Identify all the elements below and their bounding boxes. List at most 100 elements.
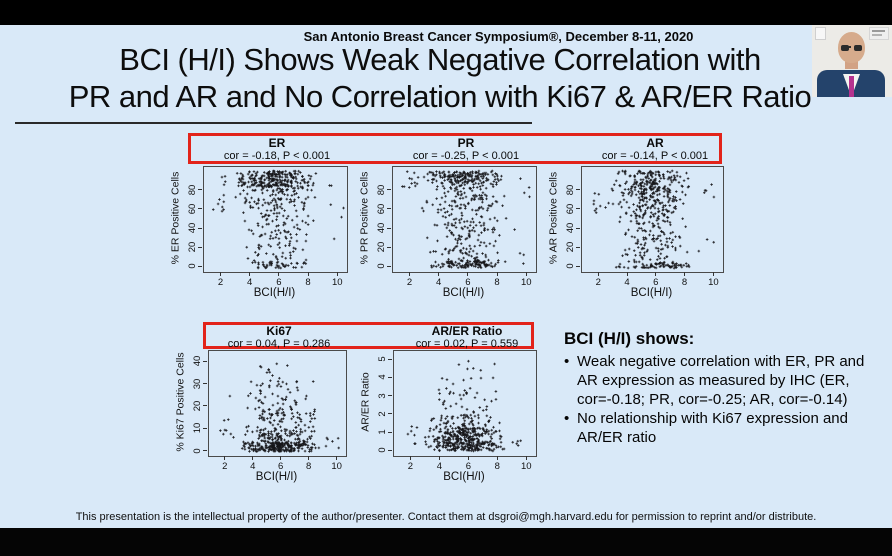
scatter-canvas-ar: [581, 166, 724, 273]
axis-tick-label: 2: [406, 277, 413, 288]
axis-tick-mark: [280, 456, 282, 460]
axis-tick-mark: [388, 376, 392, 378]
scatter-canvas-er: [203, 166, 348, 273]
axis-tick-mark: [438, 272, 440, 276]
panel-title-ki67: Ki67 cor = 0.04, P = 0.286: [199, 324, 359, 351]
plot-title: PR: [457, 136, 475, 150]
axis-tick-mark: [203, 383, 207, 384]
summary-bullet-1: • Weak negative correlation with ER, PR …: [564, 352, 886, 409]
axis-tick-mark: [597, 272, 599, 276]
axis-tick-mark: [308, 456, 310, 460]
axis-tick-label: 6: [276, 277, 282, 288]
axis-tick-mark: [387, 189, 391, 191]
axis-tick-mark: [307, 272, 309, 276]
x-axis-label: BCI(H/I): [442, 287, 485, 299]
axis-tick-label: 10: [520, 277, 532, 288]
axis-tick-label: 4: [247, 277, 253, 288]
axis-tick-mark: [576, 246, 580, 248]
axis-tick-label: 2: [407, 461, 414, 472]
presenter-tie: [849, 76, 854, 97]
axis-tick-mark: [467, 272, 469, 276]
axis-tick-mark: [203, 405, 207, 407]
plot-title: AR/ER Ratio: [431, 324, 503, 338]
axis-tick-label: 6: [465, 461, 471, 472]
panel-title-arer: AR/ER Ratio cor = 0.02, P = 0.559: [387, 324, 547, 351]
axis-tick-label: 10: [331, 461, 342, 472]
y-axis-label: % AR Positive Cells: [547, 171, 560, 265]
axis-tick-label: 20: [192, 400, 203, 412]
axis-tick-label: 10: [331, 277, 343, 288]
plot-stats: cor = -0.25, P < 0.001: [412, 150, 520, 162]
axis-tick-label: 0: [192, 447, 203, 454]
presenter-neck: [845, 59, 858, 69]
axis-tick-mark: [409, 272, 410, 276]
axis-tick-mark: [467, 456, 469, 460]
summary-bullet-text: No relationship with Ki67 expression and…: [577, 410, 848, 446]
axis-tick-mark: [387, 246, 391, 248]
axis-tick-mark: [525, 456, 527, 460]
axis-tick-mark: [525, 272, 527, 276]
axis-tick-mark: [252, 456, 254, 460]
axis-tick-mark: [203, 427, 207, 429]
axis-tick-label: 2: [595, 277, 601, 288]
axis-tick-label: 6: [465, 277, 471, 288]
axis-tick-mark: [388, 431, 392, 433]
axis-tick-mark: [388, 413, 392, 415]
axis-tick-mark: [198, 208, 202, 210]
y-axis-label: % Ki67 Positive Cells: [174, 352, 187, 452]
axis-tick-mark: [496, 272, 498, 276]
summary-bullet-2: • No relationship with Ki67 expression a…: [564, 409, 886, 447]
axis-tick-mark: [388, 358, 392, 360]
glasses-bridge: [846, 46, 851, 48]
summary-heading: BCI (H/I) shows:: [564, 329, 695, 348]
presenter-face: [838, 32, 865, 63]
axis-tick-mark: [198, 246, 202, 248]
plot-stats: cor = 0.04, P = 0.286: [227, 338, 331, 350]
bullet-icon: •: [564, 410, 570, 427]
highlight-box-row2: Ki67 cor = 0.04, P = 0.286 AR/ER Ratio c…: [203, 322, 534, 350]
scatter-canvas-pr: [392, 166, 537, 273]
scatter-plot-arer: AR/ER Ratio BCI(H/I) 2 4 6 8 10 0 1 2 3 4 5: [360, 350, 537, 483]
copyright-footer: This presentation is the intellectual pr…: [75, 511, 817, 523]
plot-title: Ki67: [266, 324, 292, 338]
y-axis-label: % ER Positive Cells: [169, 171, 182, 265]
axis-tick-mark: [198, 227, 202, 229]
axis-tick-mark: [249, 272, 251, 276]
axis-tick-label: 6: [653, 277, 659, 288]
title-underline: [15, 122, 532, 124]
axis-tick-label: 8: [681, 277, 688, 288]
y-axis-label: % PR Positive Cells: [358, 171, 371, 265]
axis-tick-mark: [203, 360, 207, 362]
slide-title-line1: BCI (H/I) Shows Weak Negative Correlatio…: [119, 42, 761, 77]
axis-tick-label: 4: [250, 461, 256, 472]
axis-tick-label: 10: [708, 277, 719, 288]
plot-title: AR: [646, 136, 664, 150]
axis-tick-label: 4: [436, 277, 442, 288]
axis-tick-mark: [496, 456, 498, 460]
axis-tick-label: 8: [305, 461, 312, 472]
axis-tick-mark: [576, 265, 580, 267]
plot-stats: cor = -0.18, P < 0.001: [223, 150, 331, 162]
axis-tick-mark: [198, 189, 202, 191]
axis-tick-label: 40: [192, 355, 203, 367]
axis-tick-label: 80: [187, 184, 198, 196]
axis-tick-mark: [655, 272, 657, 276]
slide-title-line2: PR and AR and No Correlation with Ki67 &…: [68, 79, 812, 114]
panel-title-er: ER cor = -0.18, P < 0.001: [197, 137, 357, 163]
plot-stats: cor = 0.02, P = 0.559: [415, 338, 519, 350]
axis-tick-label: 80: [376, 184, 387, 196]
scatter-plot-pr: % PR Positive Cells BCI(H/I) 2 4 6 8 10 0 20 40…: [359, 166, 537, 299]
scatter-plot-er: % ER Positive Cells BCI(H/I) 2 4 6 8 10 0 20 40…: [170, 166, 348, 299]
axis-tick-label: 4: [624, 277, 630, 288]
presentation-slide: San Antonio Breast Cancer Symposium®, De…: [0, 25, 892, 528]
axis-tick-label: 8: [305, 277, 311, 288]
axis-tick-label: 30: [192, 378, 203, 389]
x-axis-label: BCI(H/I): [443, 471, 485, 483]
scatter-canvas-arer: [393, 350, 537, 457]
summary-panel: BCI (H/I) shows: • Weak negative correla…: [564, 329, 886, 447]
x-axis-label: BCI(H/I): [255, 471, 298, 483]
axis-tick-label: 10: [521, 461, 532, 472]
axis-tick-mark: [388, 449, 392, 451]
axis-tick-mark: [203, 450, 207, 452]
scatter-canvas-ki67: [208, 350, 347, 457]
